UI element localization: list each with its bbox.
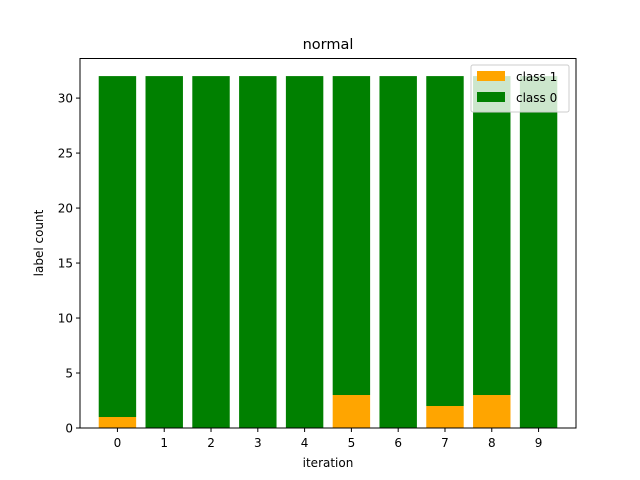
bar-class-0-4 (285, 76, 324, 428)
bar-class-0-8 (473, 76, 511, 396)
y-tick-label: 20 (58, 202, 73, 216)
y-tick-label: 30 (58, 92, 73, 106)
bar-class-0-5 (332, 76, 371, 396)
y-tick-label: 10 (58, 312, 73, 326)
legend-label-class-0: class 0 (516, 91, 557, 105)
y-axis-label: label count (32, 209, 46, 276)
x-tick-label: 7 (441, 436, 449, 450)
x-tick-label: 0 (114, 436, 122, 450)
x-axis-label: iteration (303, 456, 354, 470)
bars-group (98, 76, 558, 428)
bar-class-0-0 (98, 76, 137, 418)
chart-title: normal (303, 37, 354, 53)
bar-class-0-1 (145, 76, 183, 428)
legend-label-class-1: class 1 (516, 70, 557, 84)
x-tick-label: 1 (160, 436, 168, 450)
x-tick-label: 4 (301, 436, 309, 450)
y-tick-label: 25 (58, 147, 73, 161)
y-tick-label: 15 (58, 257, 73, 271)
plot-frame (79, 58, 577, 429)
bar-class-1-0 (98, 417, 137, 428)
bar-class-1-8 (473, 395, 511, 428)
x-tick-label: 3 (254, 436, 262, 450)
x-tick-label: 8 (488, 436, 496, 450)
x-tick-label: 6 (394, 436, 402, 450)
bar-class-0-2 (192, 76, 230, 428)
x-tick-label: 2 (207, 436, 215, 450)
bar-class-0-6 (379, 76, 417, 428)
legend-swatch-class-1 (477, 71, 505, 81)
bar-class-0-9 (519, 76, 558, 428)
bar-class-1-7 (426, 406, 464, 428)
legend: class 1 class 0 (470, 64, 570, 113)
x-tick-label: 9 (535, 436, 543, 450)
bar-class-1-5 (332, 395, 371, 428)
y-tick-label: 5 (65, 367, 73, 381)
legend-swatch-class-0 (477, 92, 505, 102)
bar-class-0-7 (426, 76, 464, 407)
x-tick-label: 5 (348, 436, 356, 450)
y-tick-label: 0 (65, 422, 73, 436)
bar-class-0-3 (239, 76, 277, 428)
x-axis-ticks: 0 1 2 3 4 5 6 7 8 9 (114, 428, 543, 450)
y-axis-ticks: 0 5 10 15 20 25 30 (58, 92, 80, 436)
